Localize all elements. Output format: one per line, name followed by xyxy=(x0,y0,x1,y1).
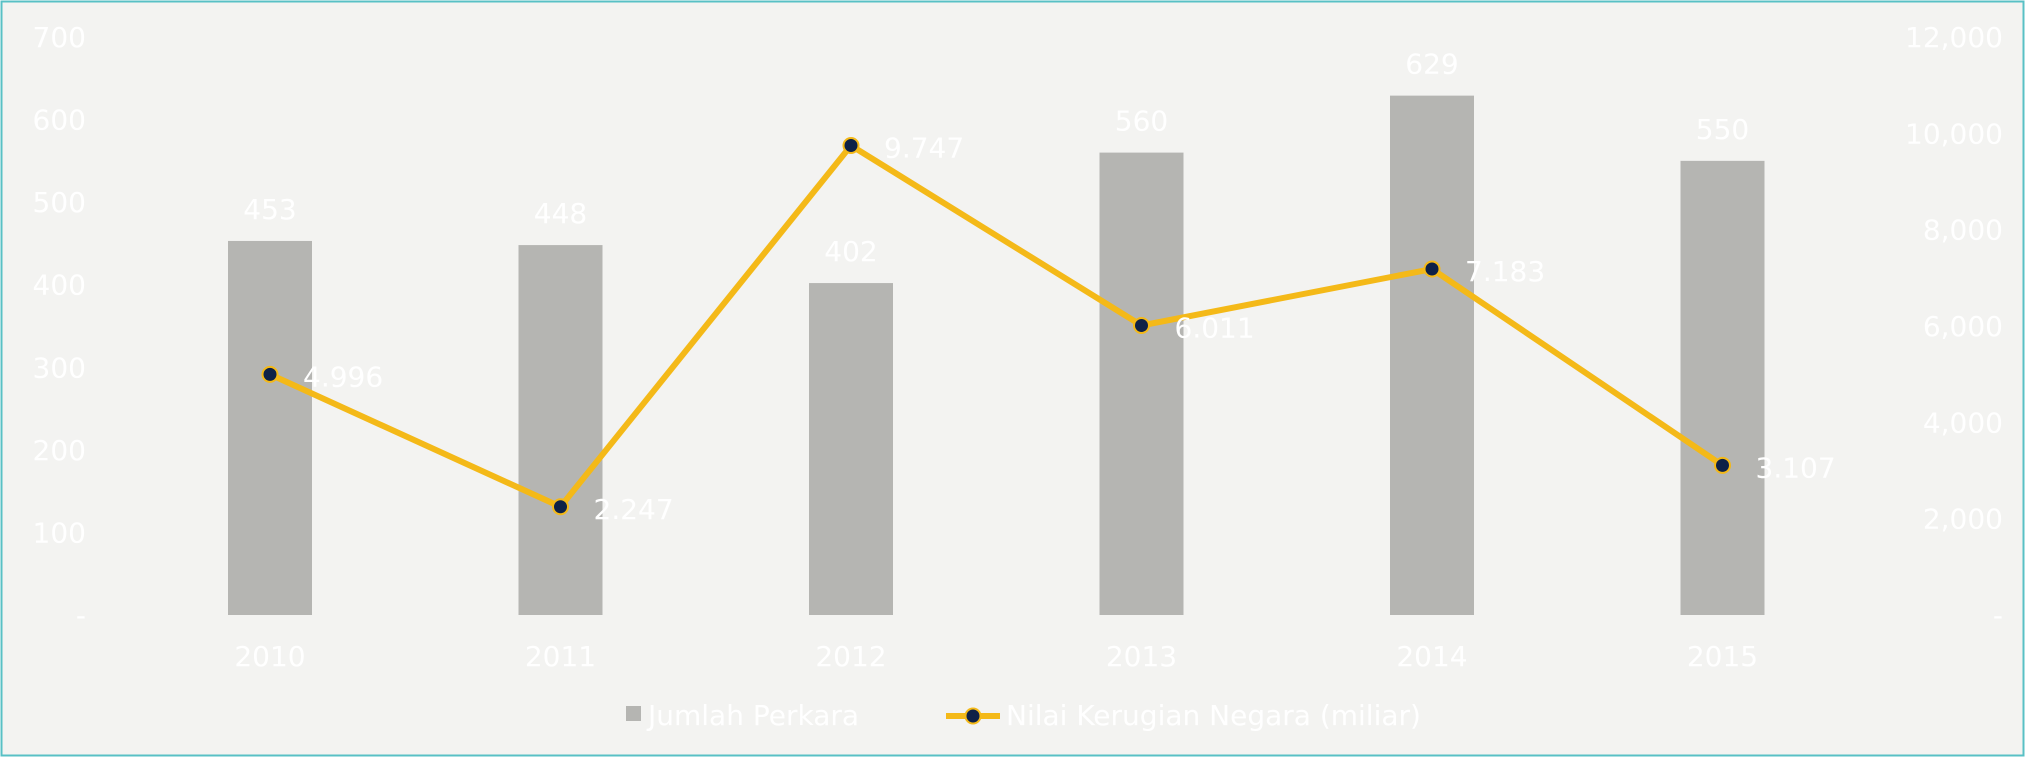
bar-2013 xyxy=(1099,152,1184,615)
line-series xyxy=(261,137,1731,516)
line-label-2013: 6.011 xyxy=(1175,311,1255,344)
right-tick-10000: 10,000 xyxy=(1905,117,2003,150)
bar-label-2011: 448 xyxy=(534,197,587,230)
x-tick-2015: 2015 xyxy=(1687,640,1758,673)
bar-2012 xyxy=(809,283,893,615)
left-tick-200: 200 xyxy=(33,434,86,467)
bar-2010 xyxy=(228,240,312,616)
x-axis-ticks: 2010 2011 2012 2013 2014 2015 xyxy=(234,640,1758,673)
right-tick-12000: 12,000 xyxy=(1905,21,2003,54)
bar-2015 xyxy=(1680,160,1765,615)
line-point-2010 xyxy=(261,365,279,383)
right-tick-0: - xyxy=(1993,599,2003,632)
bar-label-2012: 402 xyxy=(824,235,877,268)
legend: Jumlah Perkara Nilai Kerugian Negara (mi… xyxy=(626,699,1421,732)
bar-label-2013: 560 xyxy=(1115,105,1168,138)
line-data-labels: 4.996 2.247 9.747 6.011 7.183 3.107 xyxy=(303,132,1836,526)
right-tick-8000: 8,000 xyxy=(1923,214,2003,247)
line-point-2012 xyxy=(842,137,860,155)
line-label-2011: 2.247 xyxy=(594,493,674,526)
right-axis-ticks: - 2,000 4,000 6,000 8,000 10,000 12,000 xyxy=(1905,21,2003,632)
line-label-2015: 3.107 xyxy=(1756,451,1836,484)
left-tick-400: 400 xyxy=(33,269,86,302)
left-tick-700: 700 xyxy=(33,21,86,54)
x-tick-2014: 2014 xyxy=(1396,640,1467,673)
x-tick-2011: 2011 xyxy=(525,640,596,673)
left-tick-600: 600 xyxy=(33,104,86,137)
bar-2014 xyxy=(1390,95,1474,615)
left-tick-300: 300 xyxy=(33,351,86,384)
x-tick-2010: 2010 xyxy=(234,640,305,673)
left-tick-100: 100 xyxy=(33,516,86,549)
legend-marker-swatch xyxy=(964,707,982,725)
line-point-2015 xyxy=(1714,456,1731,474)
right-tick-4000: 4,000 xyxy=(1923,406,2003,439)
line-point-2014 xyxy=(1423,260,1441,278)
bar-series xyxy=(228,95,1765,616)
line-label-2012: 9.747 xyxy=(884,132,964,165)
bar-label-2010: 453 xyxy=(243,193,296,226)
legend-bar-swatch xyxy=(626,706,641,721)
x-tick-2012: 2012 xyxy=(815,640,886,673)
left-axis-ticks: - 100 200 300 400 500 600 700 xyxy=(33,21,86,632)
line-label-2010: 4.996 xyxy=(303,360,383,393)
bar-label-2014: 629 xyxy=(1405,48,1458,81)
right-tick-2000: 2,000 xyxy=(1923,503,2003,536)
line-path xyxy=(267,142,1726,510)
line-point-2011 xyxy=(552,498,569,516)
right-tick-6000: 6,000 xyxy=(1923,310,2003,343)
line-point-2013 xyxy=(1133,316,1150,334)
left-tick-500: 500 xyxy=(33,186,86,219)
bar-label-2015: 550 xyxy=(1696,113,1749,146)
bar-data-labels: 453 448 402 560 629 550 xyxy=(243,48,1749,268)
x-tick-2013: 2013 xyxy=(1106,640,1177,673)
left-tick-0: - xyxy=(76,599,86,632)
legend-label-line: Nilai Kerugian Negara (miliar) xyxy=(1006,699,1421,732)
legend-label-bars: Jumlah Perkara xyxy=(646,699,859,732)
line-label-2014: 7.183 xyxy=(1465,255,1545,288)
bar-2011 xyxy=(518,245,603,615)
